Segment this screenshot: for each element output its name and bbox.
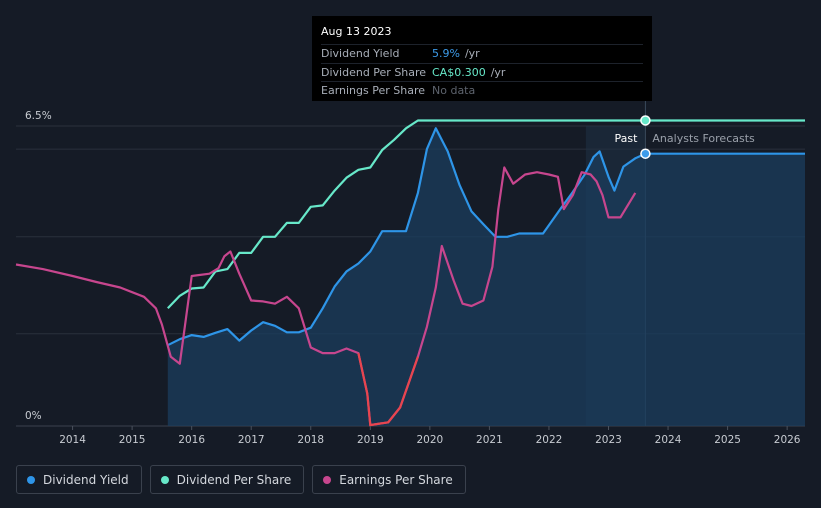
x-tick-label: 2018 [297,434,324,446]
x-tick-label: 2024 [655,434,682,446]
x-tick-label: 2026 [774,434,801,446]
legend-item-dividend-yield[interactable]: Dividend Yield [16,465,142,494]
tooltip-date: Aug 13 2023 [321,25,392,38]
x-tick-label: 2025 [714,434,741,446]
series-fills [167,128,806,427]
legend-item-earnings-per-share[interactable]: Earnings Per Share [312,465,466,494]
hover-tooltip: Aug 13 2023 Dividend Yield 5.9% /yr Divi… [312,16,652,101]
tooltip-unit: /yr [464,47,480,61]
tooltip-row-dividend-per-share: Dividend Per Share CA$0.300 /yr [321,62,643,82]
x-tick-label: 2023 [595,434,622,446]
past-label: Past [614,132,638,145]
series-lines [15,119,805,427]
x-tick-label: 2019 [357,434,384,446]
today-marker [640,115,651,126]
y-tick-label: 6.5% [25,110,52,122]
today-marker [640,148,651,159]
tooltip-value: No data [432,84,476,98]
x-tick-label: 2020 [416,434,443,446]
x-tick-label: 2016 [178,434,205,446]
x-tick-label: 2014 [59,434,86,446]
x-axis: 2014 2015 2016 2017 2018 2019 2020 2021 2022 2023… [59,426,801,446]
legend-dot-icon [323,475,332,484]
tooltip-label: Earnings Per Share [321,84,426,98]
legend-label: Dividend Yield [43,472,129,487]
tooltip-unit: /yr [490,65,506,79]
tooltip-row-dividend-yield: Dividend Yield 5.9% /yr [321,44,643,63]
x-tick-label: 2021 [476,434,503,446]
tooltip-label: Dividend Per Share [321,65,427,79]
x-tick-label: 2017 [238,434,265,446]
legend-dot-icon [160,475,169,484]
today-markers [640,115,651,159]
y-axis: 6.5% 0% [25,110,52,422]
series-line [167,119,805,310]
x-tick-label: 2015 [119,434,146,446]
tooltip-row-earnings-per-share: Earnings Per Share No data [321,81,643,100]
legend-item-dividend-per-share[interactable]: Dividend Per Share [149,465,305,494]
y-tick-label: 0% [25,410,42,422]
tooltip-value: 5.9% [432,47,460,61]
tooltip-label: Dividend Yield [321,47,400,61]
series-line-negative [357,352,419,427]
forecast-label: Analysts Forecasts [652,132,755,145]
series-area-fill [167,128,806,427]
legend: Dividend Yield Dividend Per Share Earnin… [16,465,466,494]
legend-label: Earnings Per Share [339,472,453,487]
series-line [167,127,805,347]
tooltip-value: CA$0.300 [432,65,486,79]
legend-label: Dividend Per Share [176,472,292,487]
x-tick-label: 2022 [536,434,563,446]
legend-dot-icon [27,475,35,484]
